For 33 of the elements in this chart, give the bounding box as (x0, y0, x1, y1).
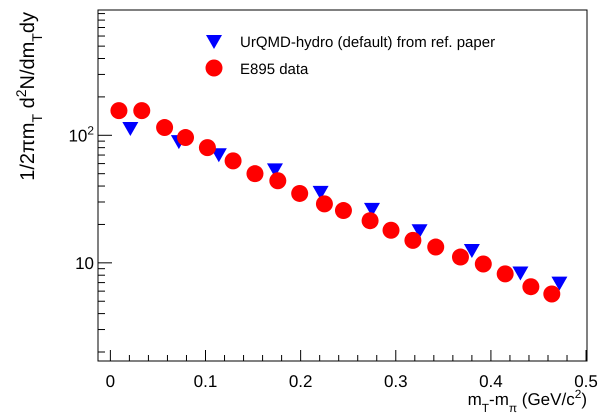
point (316, 195, 333, 212)
x-tick-label: 0.2 (288, 372, 312, 391)
x-tick-label: 0.1 (194, 372, 218, 391)
point (224, 152, 242, 170)
point (404, 232, 422, 249)
point (246, 165, 264, 182)
y-tick-label: 10$^{2}$ (68, 123, 94, 146)
point (334, 202, 352, 220)
point (269, 172, 286, 190)
point (362, 212, 379, 230)
point (198, 139, 216, 156)
point (133, 102, 150, 120)
point (110, 102, 128, 120)
legend-label: UrQMD-hydro (default) from ref. paper (240, 34, 496, 51)
point (156, 119, 174, 136)
y-tick-label: 10 (75, 254, 94, 273)
point (551, 276, 568, 291)
point (382, 222, 400, 239)
point (543, 285, 560, 302)
point (122, 122, 138, 136)
point (291, 184, 308, 202)
point (177, 129, 194, 146)
point (412, 224, 428, 238)
point (427, 238, 444, 256)
point (522, 278, 540, 296)
legend-label: E895 data (240, 61, 310, 78)
x-tick-label: 0 (106, 372, 116, 391)
point (496, 265, 514, 282)
x-tick-label: 0.3 (384, 372, 408, 391)
point (474, 255, 492, 272)
point (464, 244, 480, 258)
point (452, 248, 469, 266)
point (512, 266, 528, 280)
